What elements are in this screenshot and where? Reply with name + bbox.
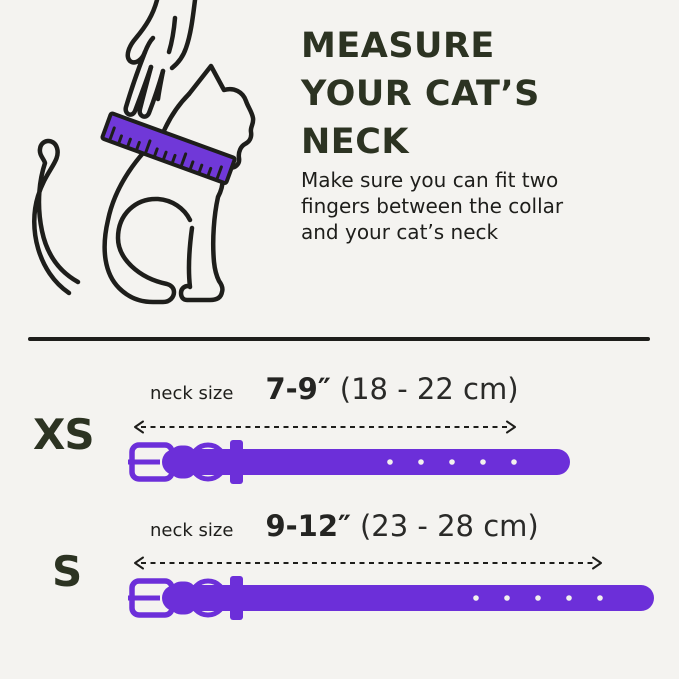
- measure-row-s: neck size 9-12″ (23 - 28 cm): [150, 509, 539, 543]
- collar-illustration-xs: [128, 440, 570, 484]
- hand-finger-2: [137, 64, 166, 119]
- measure-row-xs: neck size 7-9″ (18 - 22 cm): [150, 372, 519, 406]
- collar-illustration-s: [128, 576, 654, 620]
- cm-value-xs: (18 - 22 cm): [339, 372, 519, 406]
- cat-neck-left: [160, 91, 192, 136]
- size-label-xs: XS: [33, 410, 95, 459]
- page-title: MEASURE YOUR CAT’S NECK: [301, 22, 540, 166]
- cm-value-s: (23 - 28 cm): [359, 509, 539, 543]
- inches-value-xs: 7-9″: [265, 372, 331, 406]
- cat-measuring-illustration: [32, 0, 256, 305]
- hand-outline: [125, 0, 160, 65]
- title-line-3: NECK: [301, 122, 410, 162]
- section-divider: [28, 337, 650, 341]
- hand-finger-3: [155, 68, 166, 102]
- title-line-1: MEASURE: [301, 26, 495, 66]
- title-line-2: YOUR CAT’S: [301, 74, 540, 114]
- subtitle-line-1: Make sure you can fit two: [301, 168, 559, 192]
- size-label-s: S: [52, 547, 82, 596]
- cat-body: [102, 130, 193, 305]
- subtitle-line-2: fingers between the collar: [301, 194, 564, 218]
- hand-wrist: [169, 0, 198, 71]
- subtitle-line-3: and your cat’s neck: [301, 220, 499, 244]
- dashed-measure-arrow-s: [134, 556, 602, 570]
- neck-size-label-s: neck size: [150, 520, 234, 541]
- cat-front-leg-inner: [186, 225, 195, 290]
- neck-size-label-xs: neck size: [150, 383, 234, 404]
- dashed-measure-arrow-xs: [134, 420, 516, 434]
- cat-front-leg: [178, 159, 225, 303]
- page-subtitle: Make sure you can fit two fingers betwee…: [301, 167, 563, 245]
- ruler-band: [100, 111, 237, 185]
- hand-thumb: [166, 15, 178, 55]
- inches-value-s: 9-12″: [265, 509, 351, 543]
- cat-tail: [32, 138, 81, 296]
